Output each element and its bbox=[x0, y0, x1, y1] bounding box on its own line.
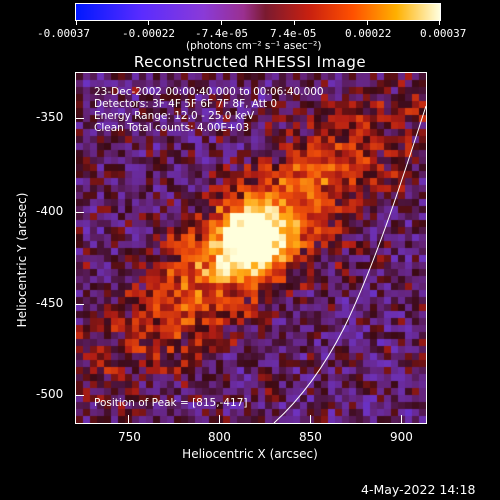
colorbar-tick-label: -0.00037 bbox=[37, 27, 90, 40]
annotation-detectors: Detectors: 3F 4F 5F 6F 7F 8F, Att 0 bbox=[94, 98, 278, 110]
y-tick-mark bbox=[76, 304, 84, 305]
colorbar-tick-label: -7.4e-05 bbox=[195, 27, 248, 40]
annotation-peak-position: Position of Peak = [815,-417] bbox=[94, 397, 248, 409]
colorbar bbox=[75, 3, 441, 21]
colorbar-tick-label: 7.4e-05 bbox=[270, 27, 317, 40]
y-axis-label: Heliocentric Y (arcsec) bbox=[15, 192, 29, 328]
y-tick-label: -500 bbox=[36, 387, 64, 401]
x-tick-mark bbox=[401, 415, 402, 423]
y-tick-mark bbox=[76, 395, 84, 396]
footer-timestamp: 4-May-2022 14:18 bbox=[361, 482, 476, 497]
colorbar-tick-label: -0.00022 bbox=[122, 27, 175, 40]
chart-title: Reconstructed RHESSI Image bbox=[133, 53, 367, 71]
y-tick-mark bbox=[76, 212, 84, 213]
x-tick-label: 850 bbox=[299, 430, 322, 444]
x-tick-mark bbox=[128, 415, 129, 423]
y-tick-mark bbox=[76, 118, 84, 119]
solar-limb-line bbox=[273, 105, 426, 423]
colorbar-tick-label: 0.00022 bbox=[345, 27, 392, 40]
annotation-time-range: 23-Dec-2002 00:00:40.000 to 00:06:40.000 bbox=[94, 86, 324, 98]
colorbar-unit-label: (photons cm⁻² s⁻¹ asec⁻²) bbox=[186, 40, 322, 52]
x-axis-label: Heliocentric X (arcsec) bbox=[182, 447, 318, 461]
annotation-clean-counts: Clean Total counts: 4.00E+03 bbox=[94, 122, 250, 134]
x-tick-mark bbox=[310, 415, 311, 423]
x-tick-label: 800 bbox=[208, 430, 231, 444]
y-tick-label: -450 bbox=[36, 296, 64, 310]
y-tick-label: -350 bbox=[36, 110, 64, 124]
x-tick-label: 750 bbox=[118, 430, 141, 444]
image-plot-area[interactable]: 23-Dec-2002 00:00:40.000 to 00:06:40.000… bbox=[75, 72, 427, 424]
colorbar-tick-label: 0.00037 bbox=[420, 27, 467, 40]
x-tick-label: 900 bbox=[390, 430, 413, 444]
x-tick-mark bbox=[219, 415, 220, 423]
y-tick-label: -400 bbox=[36, 204, 64, 218]
solar-limb-overlay bbox=[273, 105, 426, 423]
heatmap-image bbox=[76, 73, 426, 423]
annotation-energy-range: Energy Range: 12.0 - 25.0 keV bbox=[94, 110, 255, 122]
colorbar-ticks bbox=[76, 20, 440, 26]
